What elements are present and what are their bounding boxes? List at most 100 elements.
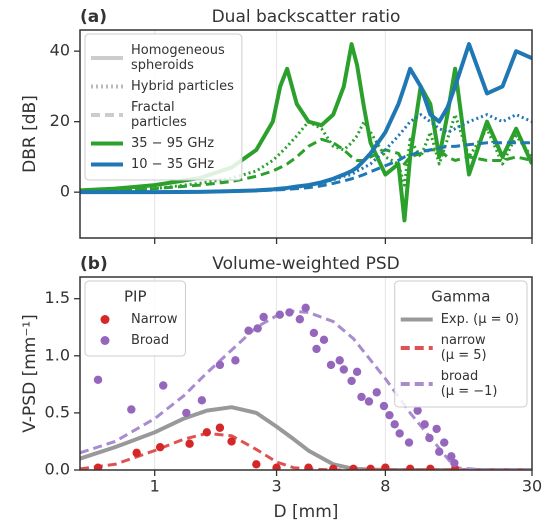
legend-marker xyxy=(100,315,110,324)
data-point xyxy=(231,356,240,365)
panel-label: (b) xyxy=(80,254,108,274)
legend-label: narrow xyxy=(441,333,486,348)
data-point xyxy=(227,437,236,446)
data-point xyxy=(450,458,459,468)
data-point xyxy=(275,310,285,319)
data-point xyxy=(372,388,381,397)
legend-label: spheroids xyxy=(131,58,194,73)
data-point xyxy=(385,410,394,420)
plot-frame xyxy=(79,29,533,239)
legend-label: Homogeneous xyxy=(131,43,225,58)
legend-label: (μ = 5) xyxy=(441,348,487,363)
legend-label: particles xyxy=(131,115,187,130)
data-point xyxy=(215,360,225,370)
y-tick-label: 0.0 xyxy=(45,460,70,479)
data-point xyxy=(215,423,225,432)
data-point xyxy=(395,429,404,438)
data-point xyxy=(197,396,207,405)
y-tick-label: 1.5 xyxy=(45,288,70,307)
data-line xyxy=(80,137,532,193)
legend-box xyxy=(84,33,243,181)
legend-box xyxy=(84,280,186,357)
data-point xyxy=(447,452,456,461)
data-point xyxy=(335,356,344,365)
data-point xyxy=(182,408,191,418)
data-point xyxy=(259,312,268,322)
panel-title: Dual backscatter ratio xyxy=(212,7,401,27)
data-point xyxy=(426,464,435,470)
data-point xyxy=(390,420,399,429)
data-point xyxy=(132,448,141,458)
legend-label: Broad xyxy=(131,333,169,348)
data-point xyxy=(285,308,294,317)
x-tick-label: 3 xyxy=(271,477,281,496)
data-point xyxy=(244,326,253,335)
x-axis-label: D [mm] xyxy=(274,502,339,522)
plot-frame xyxy=(79,276,533,471)
data-point xyxy=(379,401,389,411)
x-tick-label: 1 xyxy=(150,477,160,496)
x-tick-label: 8 xyxy=(380,477,390,496)
legend-box xyxy=(394,280,528,408)
legend-title: PIP xyxy=(124,288,147,306)
data-point xyxy=(432,424,441,434)
legend-label: 10 − 35 GHz xyxy=(131,157,214,172)
y-tick-label: 0.5 xyxy=(45,402,70,421)
data-point xyxy=(435,447,444,456)
x-tick-label: 30 xyxy=(522,477,542,496)
data-point xyxy=(309,328,319,338)
data-line xyxy=(80,405,532,470)
data-point xyxy=(366,464,375,470)
y-tick-label: 20 xyxy=(50,111,70,130)
data-point xyxy=(312,344,321,354)
data-point xyxy=(339,365,349,374)
data-point xyxy=(420,420,429,429)
data-point xyxy=(127,405,136,414)
data-point xyxy=(301,303,310,313)
data-point xyxy=(357,392,366,402)
data-line xyxy=(80,431,532,470)
panel-label: (a) xyxy=(80,7,107,27)
legend-label: (μ = −1) xyxy=(441,384,498,399)
data-point xyxy=(425,433,434,443)
data-point xyxy=(381,463,390,470)
legend-marker xyxy=(100,336,110,345)
legend: PIP Narrow Broad xyxy=(84,280,186,357)
legend-label: 35 − 95 GHz xyxy=(131,136,214,151)
plot-area xyxy=(80,42,532,223)
data-line xyxy=(80,113,532,194)
data-point xyxy=(252,460,261,469)
data-line xyxy=(80,42,532,195)
legend-label: Exp. (μ = 0) xyxy=(441,312,519,327)
data-point xyxy=(93,375,103,384)
data-line xyxy=(80,42,532,223)
legend-label: Fractal xyxy=(131,100,175,115)
data-point xyxy=(405,464,415,470)
data-point xyxy=(404,438,414,447)
data-line xyxy=(80,141,532,194)
y-tick-label: 40 xyxy=(50,41,70,60)
data-line xyxy=(80,113,532,193)
data-point xyxy=(155,442,165,452)
data-point xyxy=(93,463,103,470)
data-point xyxy=(185,439,194,448)
plot-area xyxy=(80,303,532,470)
panel-title: Volume-weighted PSD xyxy=(212,254,399,274)
legend-label: Hybrid particles xyxy=(131,79,234,94)
y-axis-label: DBR [dB] xyxy=(20,95,40,173)
data-point xyxy=(326,360,336,370)
data-point xyxy=(352,367,362,376)
legend-title: Gamma xyxy=(431,288,490,306)
data-point xyxy=(349,464,358,470)
data-point xyxy=(159,381,168,390)
data-point xyxy=(364,397,374,406)
data-point xyxy=(347,376,356,386)
data-point xyxy=(329,464,338,470)
y-tick-label: 0 xyxy=(60,182,70,201)
y-axis-label: V-PSD [mm⁻¹] xyxy=(20,314,40,432)
data-point xyxy=(295,315,305,324)
data-line xyxy=(80,309,532,470)
